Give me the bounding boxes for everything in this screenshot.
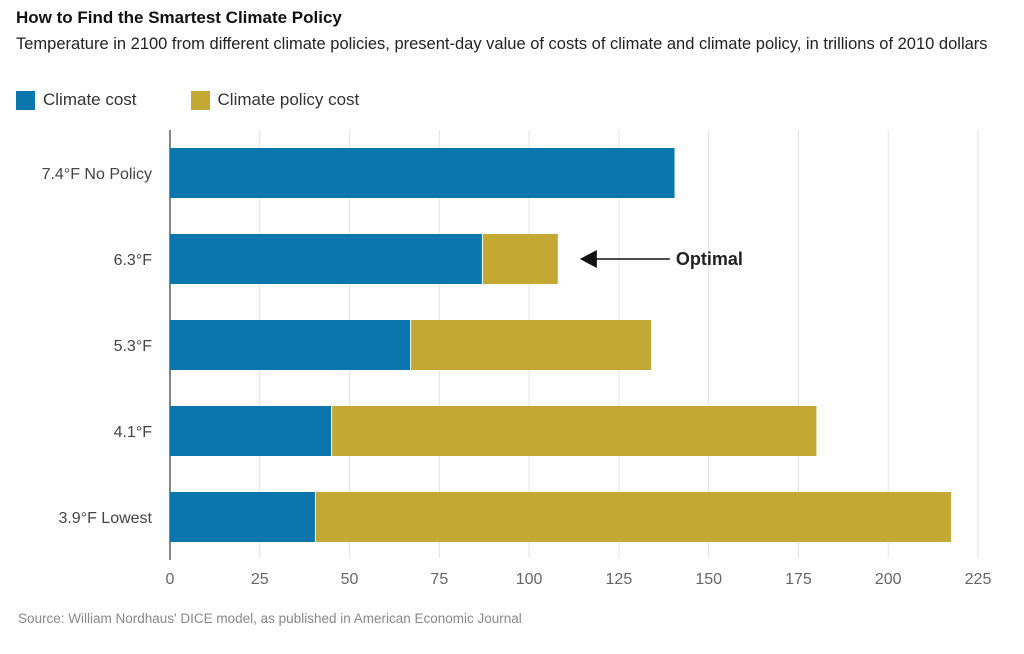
x-tick-label: 100 bbox=[516, 571, 543, 588]
bar-climate-policy-cost bbox=[410, 320, 652, 370]
annotation-label: Optimal bbox=[676, 249, 743, 269]
x-tick-label: 200 bbox=[875, 571, 902, 588]
x-tick-label: 25 bbox=[251, 571, 269, 588]
bar-climate-cost bbox=[170, 148, 675, 198]
x-tick-label: 125 bbox=[606, 571, 633, 588]
category-label: 6.3°F bbox=[114, 252, 153, 269]
bar-climate-cost bbox=[170, 406, 332, 456]
x-tick-label: 150 bbox=[695, 571, 722, 588]
x-tick-label: 175 bbox=[785, 571, 812, 588]
bar-climate-policy-cost bbox=[482, 234, 558, 284]
category-label: 3.9°F Lowest bbox=[58, 510, 152, 527]
legend-label-climate-cost: Climate cost bbox=[43, 90, 137, 109]
legend-swatch-climate-cost bbox=[16, 90, 35, 110]
x-tick-label: 0 bbox=[166, 571, 175, 588]
bar-climate-cost bbox=[170, 320, 411, 370]
x-tick-label: 75 bbox=[430, 571, 448, 588]
bar-climate-cost bbox=[170, 492, 316, 542]
bar-climate-policy-cost bbox=[331, 406, 817, 456]
bar-climate-cost bbox=[170, 234, 483, 284]
legend: Climate cost Climate policy cost bbox=[16, 90, 359, 110]
chart-title: How to Find the Smartest Climate Policy bbox=[16, 8, 342, 27]
x-tick-label: 50 bbox=[341, 571, 359, 588]
x-tick-label: 225 bbox=[965, 571, 992, 588]
legend-label-climate-policy-cost: Climate policy cost bbox=[217, 90, 360, 109]
bar-climate-policy-cost bbox=[315, 492, 952, 542]
legend-item-climate-cost: Climate cost bbox=[16, 90, 137, 110]
category-label: 5.3°F bbox=[114, 338, 153, 355]
chart-subtitle: Temperature in 2100 from different clima… bbox=[16, 35, 988, 53]
annotation-arrow-head bbox=[579, 250, 597, 268]
legend-swatch-climate-policy-cost bbox=[190, 90, 210, 110]
legend-item-climate-policy-cost: Climate policy cost bbox=[190, 90, 360, 110]
source-note: Source: William Nordhaus' DICE model, as… bbox=[18, 611, 522, 626]
category-label: 7.4°F No Policy bbox=[42, 166, 152, 183]
category-label: 4.1°F bbox=[114, 424, 153, 441]
